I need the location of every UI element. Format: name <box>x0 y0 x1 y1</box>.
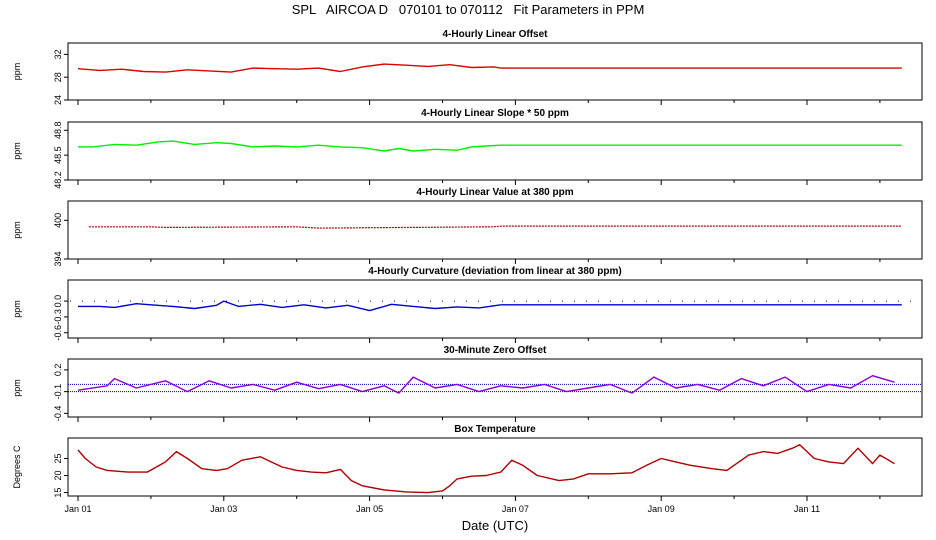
y-tick-label: 48.2 <box>53 171 63 189</box>
y-axis-label: ppm <box>12 221 22 239</box>
y-tick-label: 48.5 <box>53 146 63 164</box>
panel-frame-6 <box>67 437 923 497</box>
y-tick-label: 25 <box>53 453 63 463</box>
panel-frame-1 <box>67 42 923 101</box>
y-axis-label: ppm <box>12 63 22 81</box>
panel-frame-4 <box>67 279 923 339</box>
series-line-2-1 <box>78 140 501 152</box>
x-tick-label: Jan 07 <box>502 504 529 514</box>
series-line-5-1 <box>77 375 895 394</box>
panel-title-6: Box Temperature <box>454 424 536 435</box>
y-tick-label: -0.6 <box>53 325 63 341</box>
series-line-6-1 <box>77 444 895 494</box>
x-tick-label: Jan 11 <box>794 504 820 514</box>
x-tick-label: Jan 05 <box>356 504 383 514</box>
y-tick-label: 32 <box>53 49 63 59</box>
y-tick-label: 400 <box>53 213 63 228</box>
y-tick-label: 48.8 <box>53 122 63 140</box>
panel-frame-5 <box>67 358 923 418</box>
panel-title-3: 4-Hourly Linear Value at 380 ppm <box>416 187 573 198</box>
series-line-4-1 <box>78 300 501 312</box>
series-line-3-1 <box>88 225 902 229</box>
panel-title-2: 4-Hourly Linear Slope * 50 ppm <box>421 108 569 119</box>
y-axis-label: ppm <box>12 300 22 318</box>
panel-title-4: 4-Hourly Curvature (deviation from linea… <box>368 266 621 277</box>
x-tick-label: Jan 03 <box>210 504 237 514</box>
y-tick-label: 0.2 <box>53 364 63 377</box>
series-line-1-1 <box>77 63 501 73</box>
panel-frame-2 <box>67 121 923 181</box>
panel-title-5: 30-Minute Zero Offset <box>444 345 547 356</box>
y-tick-label: 20 <box>53 471 63 481</box>
y-tick-label: -0.4 <box>53 406 63 422</box>
x-tick-label: Jan 09 <box>648 504 675 514</box>
panel-frame-3 <box>67 200 923 260</box>
y-axis-label: ppm <box>12 379 22 397</box>
y-axis-label: Degrees C <box>12 445 22 489</box>
y-tick-label: 394 <box>53 251 63 266</box>
panel-title-1: 4-Hourly Linear Offset <box>442 29 548 40</box>
y-tick-label: -0.1 <box>53 384 63 400</box>
y-tick-label: 0.0 <box>53 295 63 308</box>
y-tick-label: 24 <box>53 95 63 105</box>
y-tick-label: 15 <box>53 488 63 498</box>
y-axis-label: ppm <box>12 142 22 160</box>
y-tick-label: 28 <box>53 72 63 82</box>
x-tick-label: Jan 01 <box>64 504 91 514</box>
y-tick-label: -0.3 <box>53 309 63 325</box>
figure-title: SPL AIRCOA D 070101 to 070112 Fit Parame… <box>291 2 645 17</box>
x-axis-label: Date (UTC) <box>462 518 528 533</box>
